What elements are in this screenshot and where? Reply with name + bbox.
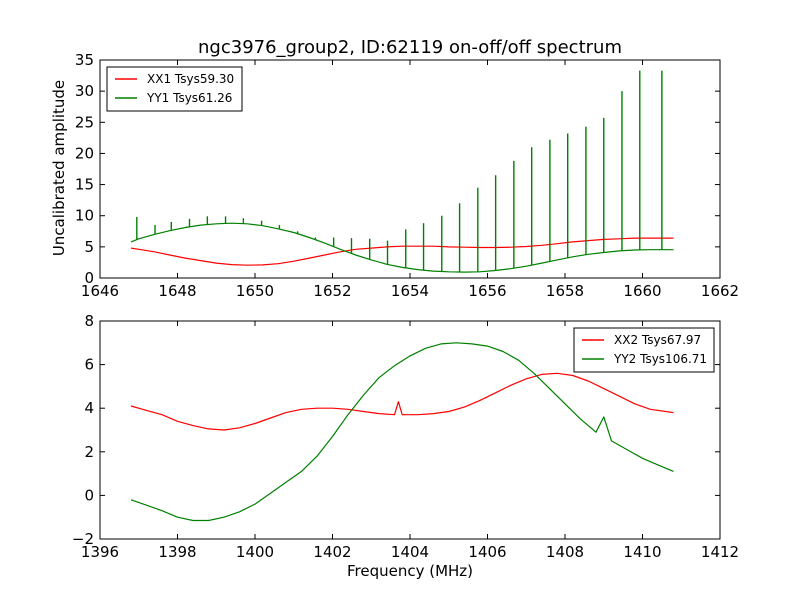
x-tick-label: 1648 xyxy=(158,282,196,300)
y-tick-label: 5 xyxy=(84,238,94,256)
top-plot-area xyxy=(130,70,674,273)
bottom-axis-ticks: 1396 1398 1400 1402 1404 1406 1408 1410 1412 −2 0 2… xyxy=(72,312,739,561)
legend-label: YY2 Tsys106.71 xyxy=(613,352,707,366)
legend-label: YY1 Tsys61.26 xyxy=(146,91,232,105)
y-tick-label: −2 xyxy=(72,530,94,548)
top-y-axis-label: Uncalibrated amplitude xyxy=(50,80,68,256)
series-line-1 xyxy=(130,372,674,431)
x-tick-label: 1406 xyxy=(468,543,506,561)
legend-label: XX1 Tsys59.30 xyxy=(147,72,234,86)
series-line-2 xyxy=(130,342,674,522)
y-tick-label: 25 xyxy=(75,113,94,131)
y-tick-label: 6 xyxy=(84,356,94,374)
x-tick-label: 1408 xyxy=(546,543,584,561)
x-tick-label: 1412 xyxy=(701,543,739,561)
y-tick-label: 2 xyxy=(84,443,94,461)
x-tick-label: 1662 xyxy=(701,282,739,300)
x-tick-label: 1652 xyxy=(313,282,351,300)
y-tick-label: 0 xyxy=(84,269,94,287)
x-tick-label: 1650 xyxy=(236,282,274,300)
y-tick-label: 4 xyxy=(84,399,94,417)
x-tick-label: 1658 xyxy=(546,282,584,300)
x-tick-label: 1396 xyxy=(81,543,119,561)
x-tick-label: 1398 xyxy=(158,543,196,561)
top-axes-frame xyxy=(99,59,721,279)
series-line-1 xyxy=(130,237,674,266)
x-tick-label: 1410 xyxy=(623,543,661,561)
legend-label: XX2 Tsys67.97 xyxy=(614,333,701,347)
x-tick-label: 1646 xyxy=(81,282,119,300)
x-tick-label: 1654 xyxy=(391,282,429,300)
legend-box xyxy=(106,66,243,112)
bottom-plot-area xyxy=(130,342,674,522)
x-axis-label: Frequency (MHz) xyxy=(347,562,473,580)
bottom-panel: Frequency (MHz) 1396 1398 1400 1402 1404 1406… xyxy=(72,312,739,580)
x-tick-label: 1402 xyxy=(313,543,351,561)
y-tick-label: 15 xyxy=(75,176,94,194)
top-legend: XX1 Tsys59.30 YY1 Tsys61.26 xyxy=(106,66,243,112)
bottom-legend: XX2 Tsys67.97 YY2 Tsys106.71 xyxy=(573,327,715,373)
y-tick-label: 30 xyxy=(75,82,94,100)
x-tick-label: 1660 xyxy=(623,282,661,300)
y-tick-label: 20 xyxy=(75,144,94,162)
top-panel: ngc3976_group2, ID:62119 on-off/off spec… xyxy=(50,37,739,300)
x-tick-label: 1656 xyxy=(468,282,506,300)
x-tick-label: 1400 xyxy=(236,543,274,561)
x-tick-label: 1404 xyxy=(391,543,429,561)
y-tick-label: 10 xyxy=(75,207,94,225)
legend-box xyxy=(573,327,715,373)
bottom-axes-frame xyxy=(99,320,721,540)
y-tick-label: 0 xyxy=(84,486,94,504)
series-line-2 xyxy=(130,222,674,273)
chart-title: ngc3976_group2, ID:62119 on-off/off spec… xyxy=(198,37,622,58)
y-tick-label: 8 xyxy=(84,312,94,330)
y-tick-label: 35 xyxy=(75,51,94,69)
top-axis-ticks: 1646 1648 1650 1652 1654 1656 1658 1660 1662 0 5 10… xyxy=(75,51,739,300)
